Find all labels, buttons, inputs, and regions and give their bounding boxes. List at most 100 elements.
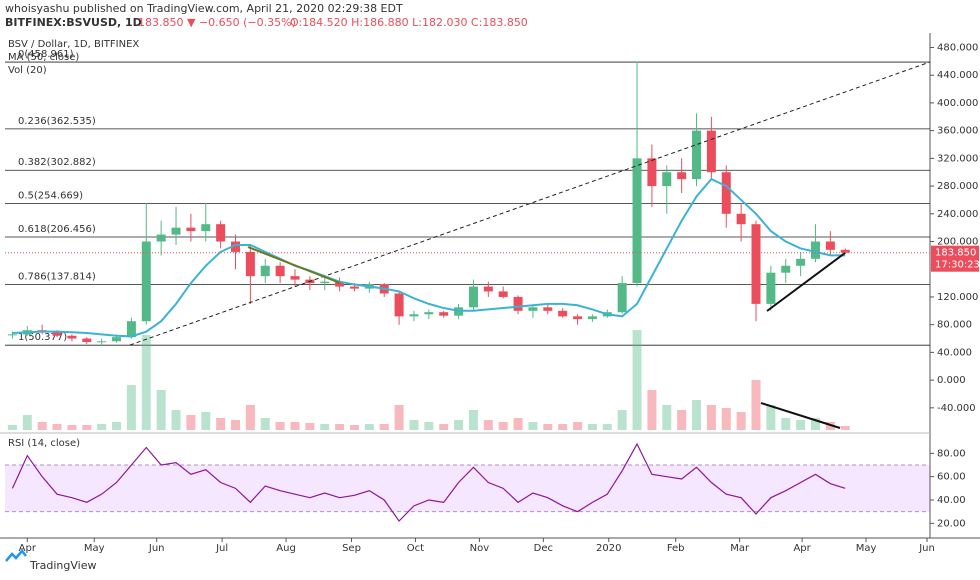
y-tick-label: 0.000 [937, 375, 966, 386]
volume-bar [781, 418, 791, 430]
volume-bar [409, 420, 419, 430]
volume-bar [602, 424, 612, 430]
volume-bar [558, 424, 568, 430]
candle-body [543, 307, 553, 311]
y-tick-label: 80.000 [937, 320, 972, 331]
volume-bar [379, 424, 389, 430]
candle-body [528, 307, 538, 311]
volume-bar [260, 418, 270, 430]
volume-bar [141, 335, 151, 430]
volume-bar [186, 415, 196, 430]
volume-bar [364, 424, 374, 430]
x-tick-label: Aug [276, 543, 296, 554]
volume-bar [498, 422, 508, 430]
candle-body [662, 172, 672, 187]
volume-bar [171, 410, 181, 430]
volume-bar [335, 424, 345, 430]
candle-body [781, 265, 791, 273]
footer: TradingView [29, 559, 96, 572]
y-tick-label: 320.000 [937, 153, 978, 164]
trend-line-dashed [129, 61, 931, 346]
candle-body [483, 286, 493, 292]
volume-bar [112, 422, 122, 430]
candle-body [290, 276, 300, 280]
fib-label: 0.236(362.535) [18, 116, 96, 127]
volume-bar [587, 424, 597, 430]
y-tick-label: 360.000 [937, 126, 978, 137]
candle-body [439, 312, 449, 316]
logo [5, 549, 27, 562]
fib-label: 0.786(137.814) [18, 272, 96, 283]
candle-body [112, 337, 122, 342]
candle-body [97, 341, 107, 343]
candle-body [260, 265, 270, 277]
volume-bar [617, 410, 627, 430]
candle-body [558, 310, 568, 317]
volume-bar [796, 420, 806, 430]
y-tick-label: -40.000 [937, 403, 976, 414]
rsi-tick-label: 60.00 [937, 472, 966, 483]
candle-body [632, 158, 642, 284]
volume-bar [513, 418, 523, 430]
candle-body [216, 224, 226, 242]
candle-body [825, 241, 835, 250]
candle-body [751, 224, 761, 304]
rsi-tick-label: 80.00 [937, 448, 966, 459]
volume-bar [320, 424, 330, 430]
volume-bar [736, 412, 746, 430]
y-tick-label: 400.000 [937, 98, 978, 109]
fib-label: 0.382(302.882) [18, 157, 96, 168]
volume-bar [52, 424, 62, 430]
fib-label: 0(458.961) [18, 49, 74, 60]
x-tick-label: 2020 [596, 543, 621, 554]
candle-body [840, 249, 850, 253]
volume-bar [662, 405, 672, 430]
y-tick-label: 40.000 [937, 347, 972, 358]
x-tick-label: Jun [148, 543, 165, 554]
volume-bar [632, 330, 642, 430]
volume-bar [528, 422, 538, 430]
volume-bar [677, 410, 687, 430]
candle-body [677, 172, 687, 180]
volume-bar [82, 425, 92, 430]
x-tick-label: May [856, 543, 877, 554]
legend-rsi: RSI (14, close) [8, 438, 80, 449]
y-tick-label: 440.000 [937, 70, 978, 81]
volume-bar [468, 410, 478, 430]
candle-body [126, 321, 136, 338]
candle-body [156, 234, 166, 242]
rsi-tick-label: 40.00 [937, 495, 966, 506]
volume-bar [706, 405, 716, 430]
volume-bar [810, 418, 820, 430]
legend-ma: MA (50, close) [8, 52, 79, 63]
volume-bar [766, 405, 776, 430]
candle-body [186, 227, 196, 232]
volume-bar [825, 422, 835, 430]
legend-volume: Vol (20) [8, 65, 47, 76]
volume-bar [305, 423, 315, 430]
volume-bar [721, 408, 731, 430]
candle-body [275, 265, 285, 277]
volume-bar [245, 405, 255, 430]
fib-label: 0.618(206.456) [18, 224, 96, 235]
candle-body [513, 296, 523, 311]
volume-bar [201, 412, 211, 430]
x-tick-label: Sep [342, 543, 361, 554]
countdown: 17:30:23 [935, 260, 980, 271]
change: 183.850 ▼ −0.650 (−0.35%) [138, 16, 296, 29]
publisher: whoisyashu published on TradingView.com,… [5, 2, 403, 15]
candle-body [468, 286, 478, 308]
candle-body [409, 314, 419, 317]
fib-label: 1(50.377) [18, 332, 67, 343]
candle-body [692, 130, 702, 180]
volume-bar [7, 425, 17, 430]
pane-title: BSV / Dollar, 1D, BITFINEX [8, 39, 139, 50]
candle-body [82, 338, 92, 342]
x-tick-label: Feb [667, 543, 685, 554]
candle-body [573, 316, 583, 320]
x-tick-label: Jun [918, 543, 935, 554]
x-tick-label: Oct [407, 543, 424, 554]
rsi-line [11, 442, 846, 522]
volume-bar [290, 422, 300, 430]
x-tick-label: Jul [215, 543, 228, 554]
